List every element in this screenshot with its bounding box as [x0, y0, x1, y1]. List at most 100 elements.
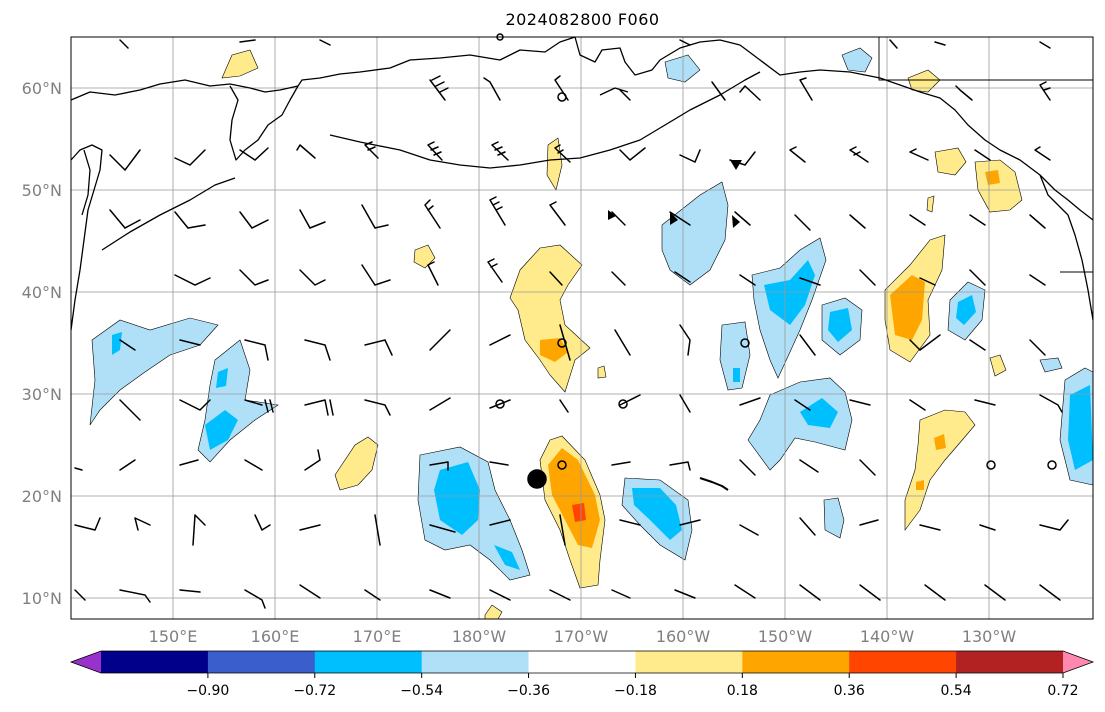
pos-region-170w-s-high	[572, 503, 586, 522]
neg-region-n-160w	[664, 54, 701, 83]
station-open-circle	[618, 399, 628, 409]
colorbar-ticks: −0.90 −0.72 −0.54 −0.36 −0.18 0.18 0.36 0.54 0.7…	[186, 673, 1079, 699]
neg-region-160w-n	[661, 181, 729, 286]
pos-region-135w-n	[934, 147, 967, 176]
colorbar-segment	[956, 651, 1064, 673]
lon-label: 150°W	[758, 627, 813, 646]
neg-region-wc-core	[205, 368, 238, 450]
lon-label: 170°W	[554, 627, 609, 646]
map-panel	[70, 33, 1094, 620]
coast-okhotsk	[70, 144, 103, 331]
coast-hawaii	[699, 477, 729, 491]
colorbar-tick-label: 0.72	[1047, 683, 1078, 699]
borders	[878, 37, 1093, 273]
coast-bc	[1039, 174, 1094, 321]
station-open-circle	[557, 460, 567, 470]
lon-axis: 150°E 160°E 170°E 180°W 170°W 160°W 150°…	[149, 627, 1017, 646]
lon-label: 160°W	[656, 627, 711, 646]
pos-region-180-bottom	[484, 604, 503, 620]
lat-label: 50°N	[22, 181, 62, 200]
coast-siberia	[70, 36, 576, 101]
pos-region-165w-c	[597, 365, 607, 379]
colorbar-tick-label: 0.36	[834, 683, 865, 699]
colorbar-tick-label: 0.18	[727, 683, 758, 699]
pos-region-135w-s	[904, 409, 976, 531]
coast-kurils	[101, 177, 236, 251]
lat-label: 20°N	[22, 487, 62, 506]
station-open-circle	[557, 338, 567, 348]
coastlines	[70, 36, 1094, 491]
colorbar-segment	[421, 651, 530, 673]
lon-label: 170°E	[353, 627, 402, 646]
pos-region-170e	[334, 436, 379, 491]
lon-label: 150°E	[149, 627, 198, 646]
colorbar-segment	[635, 651, 743, 673]
neg-region-160w-s-core	[632, 488, 682, 540]
pos-region-130w-c	[989, 354, 1007, 377]
lat-label: 60°N	[22, 79, 62, 98]
station-open-circle	[495, 399, 505, 409]
colorbar-outline	[69, 650, 1095, 674]
pos-region-170w-s-mid	[548, 448, 600, 548]
colorbar-tick-label: 0.54	[941, 683, 972, 699]
colorbar-segment	[742, 651, 850, 673]
colorbar-segments	[69, 650, 1095, 674]
neg-region-145w-core	[828, 308, 852, 342]
pos-region-135w-s-core	[916, 434, 946, 490]
station-open-circle	[557, 92, 567, 102]
positive-shading	[221, 49, 1023, 620]
colorbar-segment	[849, 651, 957, 673]
coast-alaska-w	[574, 36, 741, 76]
colorbar-tick-label: −0.54	[400, 683, 443, 699]
colorbar-tick-label: −0.90	[186, 683, 229, 699]
pos-region-165e-n	[413, 244, 436, 269]
colorbar-extend-high	[1063, 651, 1093, 673]
colorbar-extend-low	[71, 651, 101, 673]
border-alaska-canada	[878, 37, 1093, 81]
neg-region-150w-s-core	[800, 398, 838, 428]
colorbar-segment	[207, 651, 316, 673]
lat-label: 40°N	[22, 283, 62, 302]
pos-region-155e-n	[221, 49, 259, 79]
map-border	[70, 36, 1094, 620]
neg-region-148w-s	[823, 497, 845, 539]
neg-region-dateline-s-core	[434, 462, 520, 570]
neg-region-125w-core	[1068, 385, 1093, 470]
colorbar-tick-label: −0.18	[614, 683, 657, 699]
neg-region-w-pacific	[89, 317, 219, 426]
coast-sakhalin	[81, 149, 91, 216]
negative-shading	[89, 47, 1094, 581]
neg-region-n-130w	[1039, 357, 1063, 373]
pos-region-135w-tiny	[926, 195, 935, 213]
colorbar: −0.90 −0.72 −0.54 −0.36 −0.18 0.18 0.36 0.54 0.7…	[69, 650, 1095, 699]
lon-label: 140°W	[860, 627, 915, 646]
colorbar-segment	[314, 651, 423, 673]
coast-kamchatka	[229, 85, 299, 161]
station-open-circle	[740, 338, 750, 348]
neg-region-135w-core	[956, 295, 976, 325]
neg-region-150w-s	[747, 377, 853, 471]
pos-region-140w-core	[890, 275, 925, 340]
station-markers	[495, 33, 1057, 489]
barb-flags	[608, 160, 742, 228]
station-open-circle	[986, 460, 996, 470]
neg-region-w-pacific-core	[112, 332, 122, 355]
station-filled-circle	[527, 469, 547, 489]
lon-label: 180°W	[452, 627, 507, 646]
lat-label: 30°N	[22, 385, 62, 404]
coast-alaska-s	[739, 44, 1094, 221]
lat-label: 10°N	[22, 589, 62, 608]
pos-region-170w-n	[509, 244, 591, 393]
colorbar-segment	[101, 651, 209, 673]
lat-axis: 60°N 50°N 40°N 30°N 20°N 10°N	[22, 79, 62, 608]
coast-aleutians	[329, 71, 761, 169]
colorbar-tick-label: −0.36	[507, 683, 550, 699]
lon-label: 130°W	[962, 627, 1017, 646]
map-title: 2024082800 F060	[505, 10, 660, 29]
neg-region-155w-c-core	[733, 368, 740, 382]
lon-label: 160°E	[251, 627, 300, 646]
neg-region-n-145w	[841, 47, 873, 73]
coast-st-lawrence-isl	[599, 87, 629, 96]
colorbar-segment	[528, 651, 636, 673]
